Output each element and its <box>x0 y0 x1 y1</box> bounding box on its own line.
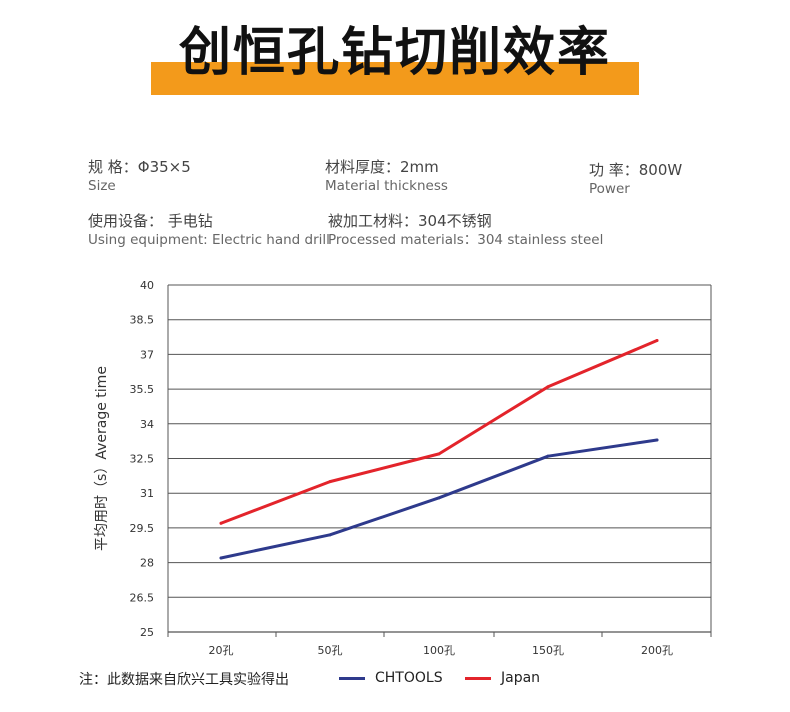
page-title: 创恒孔钻切削效率 <box>178 23 611 83</box>
spec-size: 规 格：Φ35×5 Size <box>88 158 191 194</box>
spec-power-zh: 功 率：800W <box>589 161 683 179</box>
spec-thickness-zh: 材料厚度：2mm <box>325 158 439 176</box>
x-tick-label: 50孔 <box>318 644 343 657</box>
y-tick-label: 25 <box>140 626 154 639</box>
spec-material-zh: 被加工材料：304不锈钢 <box>328 212 492 230</box>
x-tick-label: 150孔 <box>532 644 564 657</box>
y-axis-title: 平均用时（s）Average time <box>94 366 110 551</box>
data-point-japan <box>437 452 441 456</box>
footnote: 注：此数据来自欣兴工具实验得出 <box>79 672 289 688</box>
y-tick-label: 38.5 <box>130 314 155 327</box>
data-point-chtools <box>219 556 223 560</box>
spec-thickness-en: Material thickness <box>325 178 448 194</box>
data-point-japan <box>546 385 550 389</box>
y-tick-label: 35.5 <box>130 383 155 396</box>
legend-swatch-japan <box>465 676 491 680</box>
series-line-japan <box>219 339 659 525</box>
legend-item-chtools: CHTOOLS <box>339 668 443 688</box>
spec-material-en: Processed materials：304 stainless steel <box>328 232 604 248</box>
data-point-chtools <box>437 496 441 500</box>
title-underline-bar <box>151 62 639 95</box>
spec-material: 被加工材料：304不锈钢 Processed materials：304 sta… <box>328 212 603 248</box>
y-tick-label: 29.5 <box>130 522 155 535</box>
legend-label-chtools: CHTOOLS <box>375 670 443 686</box>
data-point-japan <box>655 339 659 343</box>
y-tick-label: 34 <box>140 418 154 431</box>
legend-label-japan: Japan <box>501 670 541 686</box>
data-point-chtools <box>328 533 332 537</box>
y-tick-label: 28 <box>140 557 154 570</box>
x-tick-label: 100孔 <box>423 644 455 657</box>
spec-size-zh: 规 格：Φ35×5 <box>88 158 191 176</box>
data-point-chtools <box>655 438 659 442</box>
y-tick-label: 26.5 <box>130 591 155 604</box>
spec-equipment-en: Using equipment: Electric hand drill <box>88 232 330 248</box>
data-point-japan <box>219 521 223 525</box>
spec-equipment-zh: 使用设备： 手电钻 <box>88 212 213 230</box>
x-tick-label: 20孔 <box>209 644 234 657</box>
y-tick-label: 32.5 <box>130 453 155 466</box>
spec-size-en: Size <box>88 178 116 194</box>
y-tick-label: 37 <box>140 348 154 361</box>
y-tick-label: 40 <box>140 279 154 292</box>
x-tick-label: 200孔 <box>641 644 673 657</box>
spec-power-en: Power <box>589 181 630 197</box>
y-tick-label: 31 <box>140 487 154 500</box>
legend-swatch-chtools <box>339 676 365 680</box>
data-point-japan <box>328 480 332 484</box>
spec-thickness: 材料厚度：2mm Material thickness <box>325 158 448 194</box>
legend-item-japan: Japan <box>465 668 540 688</box>
spec-power: 功 率：800W Power <box>589 161 682 197</box>
data-point-chtools <box>546 454 550 458</box>
spec-equipment: 使用设备： 手电钻 Using equipment: Electric hand… <box>88 212 330 248</box>
